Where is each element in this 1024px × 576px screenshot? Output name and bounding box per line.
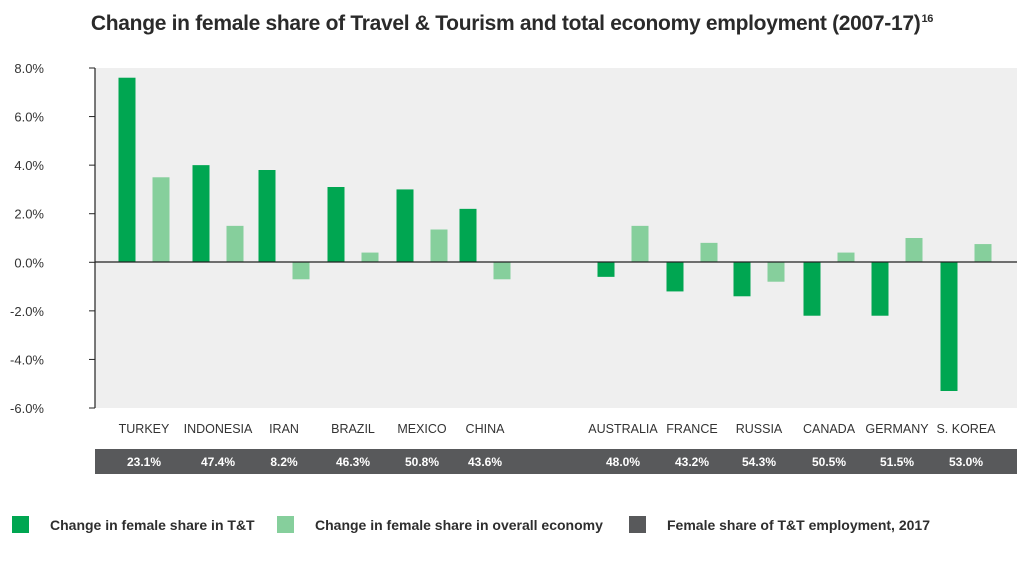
x-tick-label: AUSTRALIA — [588, 422, 658, 436]
y-tick-label: 2.0% — [14, 207, 44, 222]
plot-background — [95, 68, 1017, 408]
x-tick-label: RUSSIA — [736, 422, 783, 436]
bar-tt-australia — [597, 262, 615, 277]
female-share-value: 48.0% — [606, 455, 640, 469]
female-share-value: 53.0% — [949, 455, 983, 469]
title-footnote: 16 — [921, 13, 934, 25]
bar-economy-indonesia — [226, 225, 244, 263]
legend-item-share: Female share of T&T employment, 2017 — [629, 516, 930, 533]
female-share-value: 54.3% — [742, 455, 776, 469]
x-tick-label: FRANCE — [666, 422, 717, 436]
female-share-band — [95, 449, 1017, 474]
y-tick-label: 0.0% — [14, 255, 44, 270]
legend-item-economy: Change in female share in overall econom… — [277, 516, 603, 533]
x-tick-label: BRAZIL — [331, 422, 375, 436]
y-axis: 8.0% 6.0% 4.0% 2.0% 0.0% -2.0% -4.0% -6.0% — [10, 61, 95, 416]
bar-economy-canada — [837, 252, 855, 263]
bar-tt-indonesia — [192, 165, 210, 263]
female-share-value: 47.4% — [201, 455, 235, 469]
female-share-value: 50.8% — [405, 455, 439, 469]
y-tick-label: -2.0% — [10, 304, 44, 319]
legend-label-tt: Change in female share in T&T — [50, 516, 255, 533]
x-tick-label: INDONESIA — [184, 422, 253, 436]
x-axis-labels: TURKEY INDONESIA IRAN BRAZIL MEXICO CHINA AUST… — [119, 422, 997, 436]
x-tick-label: TURKEY — [119, 422, 170, 436]
bar-tt-iran — [258, 170, 276, 263]
bar-tt-turkey — [118, 77, 136, 263]
bar-tt-mexico — [396, 189, 414, 263]
bar-tt-china — [459, 208, 477, 263]
bar-economy-australia — [631, 225, 649, 263]
y-tick-label: 6.0% — [14, 110, 44, 125]
bar-tt-brazil — [327, 187, 345, 263]
legend-swatch-economy — [277, 516, 294, 533]
x-tick-label: CHINA — [466, 422, 506, 436]
female-share-value: 43.2% — [675, 455, 709, 469]
y-tick-label: 4.0% — [14, 158, 44, 173]
legend-label-share: Female share of T&T employment, 2017 — [667, 516, 930, 533]
female-share-value: 51.5% — [880, 455, 914, 469]
x-tick-label: MEXICO — [397, 422, 447, 436]
legend-swatch-share — [629, 516, 646, 533]
bar-tt-canada — [803, 262, 821, 316]
legend-item-tt: Change in female share in T&T — [12, 516, 255, 533]
bar-economy-iran — [292, 262, 310, 280]
bar-tt-france — [666, 262, 684, 292]
y-tick-label: 8.0% — [14, 61, 44, 76]
female-share-value: 43.6% — [468, 455, 502, 469]
y-tick-label: -6.0% — [10, 401, 44, 416]
bar-economy-france — [700, 242, 718, 263]
bar-economy-china — [493, 262, 511, 280]
legend-label-economy: Change in female share in overall econom… — [315, 516, 603, 533]
bar-economy-turkey — [152, 177, 170, 263]
female-share-labels: 23.1% 47.4% 8.2% 46.3% 50.8% 43.6% 48.0% 43.2% 5… — [127, 455, 983, 469]
bar-tt-s-korea — [940, 262, 958, 391]
bar-economy-germany — [905, 238, 923, 263]
bar-tt-germany — [871, 262, 889, 316]
bar-economy-brazil — [361, 252, 379, 263]
legend: Change in female share in T&T Change in … — [12, 516, 1012, 540]
x-tick-label: CANADA — [803, 422, 856, 436]
legend-swatch-tt — [12, 516, 29, 533]
bars — [118, 77, 992, 391]
female-share-value: 46.3% — [336, 455, 370, 469]
bar-tt-russia — [733, 262, 751, 297]
bar-economy-s-korea — [974, 244, 992, 263]
bar-economy-mexico — [430, 229, 448, 263]
female-share-value: 23.1% — [127, 455, 161, 469]
x-tick-label: IRAN — [269, 422, 299, 436]
bar-economy-russia — [767, 262, 785, 282]
female-share-value: 8.2% — [270, 455, 298, 469]
chart-title: Change in female share of Travel & Touri… — [0, 12, 1024, 36]
chart-title-text: Change in female share of Travel & Touri… — [90, 12, 921, 35]
y-tick-label: -4.0% — [10, 352, 44, 367]
female-share-value: 50.5% — [812, 455, 846, 469]
x-tick-label: S. KOREA — [936, 422, 996, 436]
x-tick-label: GERMANY — [865, 422, 929, 436]
